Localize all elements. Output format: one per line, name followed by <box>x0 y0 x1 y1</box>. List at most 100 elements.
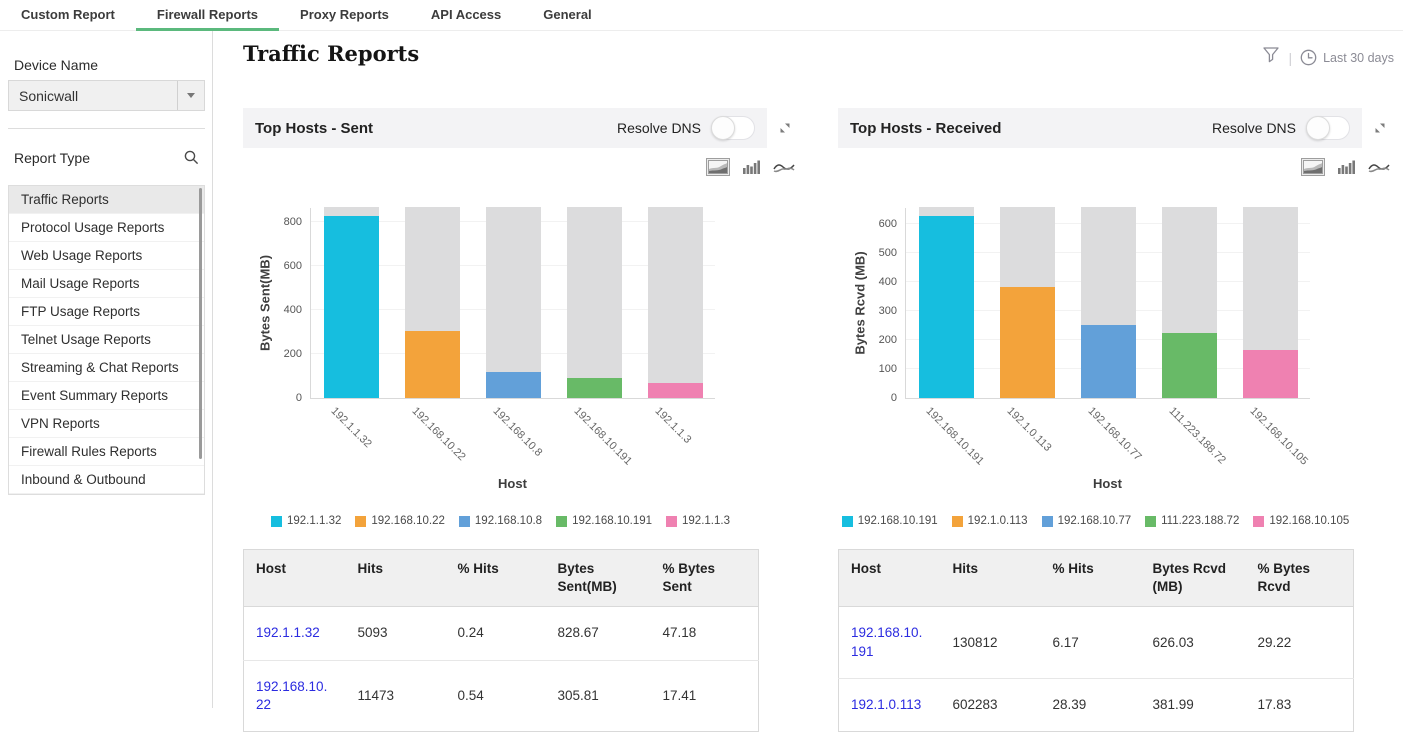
sidebar-item-event-summary-reports[interactable]: Event Summary Reports <box>9 382 204 410</box>
table-cell: 11473 <box>346 660 446 731</box>
x-axis-label: Host <box>310 476 715 491</box>
column-header-host: Host <box>839 550 941 607</box>
legend-item-192-168-10-105: 192.168.10.105 <box>1253 515 1349 527</box>
chevron-down-icon[interactable] <box>177 81 204 110</box>
table-cell: 47.18 <box>651 607 759 660</box>
sidebar-item-inbound-outbound[interactable]: Inbound & Outbound <box>9 466 204 494</box>
sidebar-item-firewall-rules-reports[interactable]: Firewall Rules Reports <box>9 438 204 466</box>
bar-192-168-10-22 <box>405 331 460 398</box>
table-cell: 130812 <box>941 607 1041 678</box>
legend-item-192-168-10-191: 192.168.10.191 <box>556 515 652 527</box>
x-tick-label: 192.168.10.191 <box>571 405 634 468</box>
sidebar-item-web-usage-reports[interactable]: Web Usage Reports <box>9 242 204 270</box>
column-header-bytes-rcvd: % Bytes Rcvd <box>1246 550 1354 607</box>
legend-item-192-168-10-77: 192.168.10.77 <box>1042 515 1132 527</box>
sidebar-item-traffic-reports[interactable]: Traffic Reports <box>9 186 204 214</box>
y-tick: 400 <box>284 304 302 316</box>
column-header-hits: Hits <box>941 550 1041 607</box>
sidebar-item-vpn-reports[interactable]: VPN Reports <box>9 410 204 438</box>
device-select[interactable]: Sonicwall <box>8 80 205 111</box>
legend-swatch <box>556 516 567 527</box>
tab-proxy-reports[interactable]: Proxy Reports <box>279 0 410 30</box>
time-range-text: Last 30 days <box>1323 51 1394 65</box>
column-header-host: Host <box>244 550 346 607</box>
sidebar-item-telnet-usage-reports[interactable]: Telnet Usage Reports <box>9 326 204 354</box>
legend-item-192-168-10-191: 192.168.10.191 <box>842 515 938 527</box>
table-cell: 17.41 <box>651 660 759 731</box>
tab-firewall-reports[interactable]: Firewall Reports <box>136 0 279 30</box>
column-header-bytes-sent: % Bytes Sent <box>651 550 759 607</box>
controls-separator: | <box>1288 50 1292 66</box>
sidebar-item-mail-usage-reports[interactable]: Mail Usage Reports <box>9 270 204 298</box>
legend-swatch <box>1145 516 1156 527</box>
table-cell: 0.24 <box>446 607 546 660</box>
bar-192-1-0-113 <box>1000 287 1055 398</box>
host-link[interactable]: 192.1.1.32 <box>256 625 320 640</box>
tab-api-access[interactable]: API Access <box>410 0 522 30</box>
legend-item-192-1-1-3: 192.1.1.3 <box>666 515 730 527</box>
bar-track <box>648 207 703 398</box>
table-cell: 17.83 <box>1246 678 1354 731</box>
x-tick-label: 192.1.1.3 <box>652 405 693 446</box>
y-tick: 0 <box>891 392 897 404</box>
page-title: Traffic Reports <box>243 41 419 66</box>
legend-item-192-168-10-22: 192.168.10.22 <box>355 515 445 527</box>
x-tick-label: 192.168.10.191 <box>923 405 986 468</box>
table-cell: 5093 <box>346 607 446 660</box>
host-link[interactable]: 192.168.10.191 <box>851 625 922 658</box>
y-tick: 300 <box>879 305 897 317</box>
sidebar: Device Name Sonicwall Report Type Traffi… <box>0 31 213 708</box>
bar-track <box>486 207 541 398</box>
sidebar-item-protocol-usage-reports[interactable]: Protocol Usage Reports <box>9 214 204 242</box>
table-cell: 28.39 <box>1041 678 1141 731</box>
bar-track <box>567 207 622 398</box>
time-range-selector[interactable]: Last 30 days <box>1300 49 1394 66</box>
main-content: Traffic Reports | Last 30 days Top Hosts… <box>214 31 1403 708</box>
sidebar-item-ftp-usage-reports[interactable]: FTP Usage Reports <box>9 298 204 326</box>
table-cell: 381.99 <box>1141 678 1246 731</box>
x-tick-label: 192.168.10.105 <box>1247 405 1310 468</box>
report-panel-top-hosts-sent: Top Hosts - Sent Resolve DNS <box>243 108 801 739</box>
host-link[interactable]: 192.1.0.113 <box>851 697 921 712</box>
filter-button[interactable] <box>1262 46 1280 69</box>
legend-swatch <box>271 516 282 527</box>
bar-192-1-1-3 <box>648 383 703 398</box>
x-tick-label: 192.168.10.22 <box>409 405 467 463</box>
y-tick: 800 <box>284 216 302 228</box>
column-header-hits: % Hits <box>1041 550 1141 607</box>
y-tick: 600 <box>284 260 302 272</box>
x-tick-label: 192.1.0.113 <box>1004 405 1053 454</box>
bar-192-168-10-105 <box>1243 350 1298 398</box>
legend-swatch <box>842 516 853 527</box>
y-tick: 600 <box>879 218 897 230</box>
bar-111-223-188-72 <box>1162 333 1217 398</box>
scrollbar-thumb[interactable] <box>199 188 202 459</box>
sidebar-item-streaming-chat-reports[interactable]: Streaming & Chat Reports <box>9 354 204 382</box>
table-cell: 0.54 <box>446 660 546 731</box>
legend-swatch <box>1042 516 1053 527</box>
tab-custom-report[interactable]: Custom Report <box>0 0 136 30</box>
tab-general[interactable]: General <box>522 0 612 30</box>
x-tick-label: 192.168.10.8 <box>490 405 544 459</box>
y-tick: 500 <box>879 247 897 259</box>
table-cell: 626.03 <box>1141 607 1246 678</box>
x-axis-label: Host <box>905 476 1310 491</box>
search-icon[interactable] <box>184 150 199 170</box>
column-header-hits: % Hits <box>446 550 546 607</box>
legend-swatch <box>666 516 677 527</box>
host-link[interactable]: 192.168.10.22 <box>256 679 327 712</box>
sidebar-divider <box>8 128 205 129</box>
legend-swatch <box>1253 516 1264 527</box>
table-cell: 6.17 <box>1041 607 1141 678</box>
y-tick: 200 <box>879 334 897 346</box>
